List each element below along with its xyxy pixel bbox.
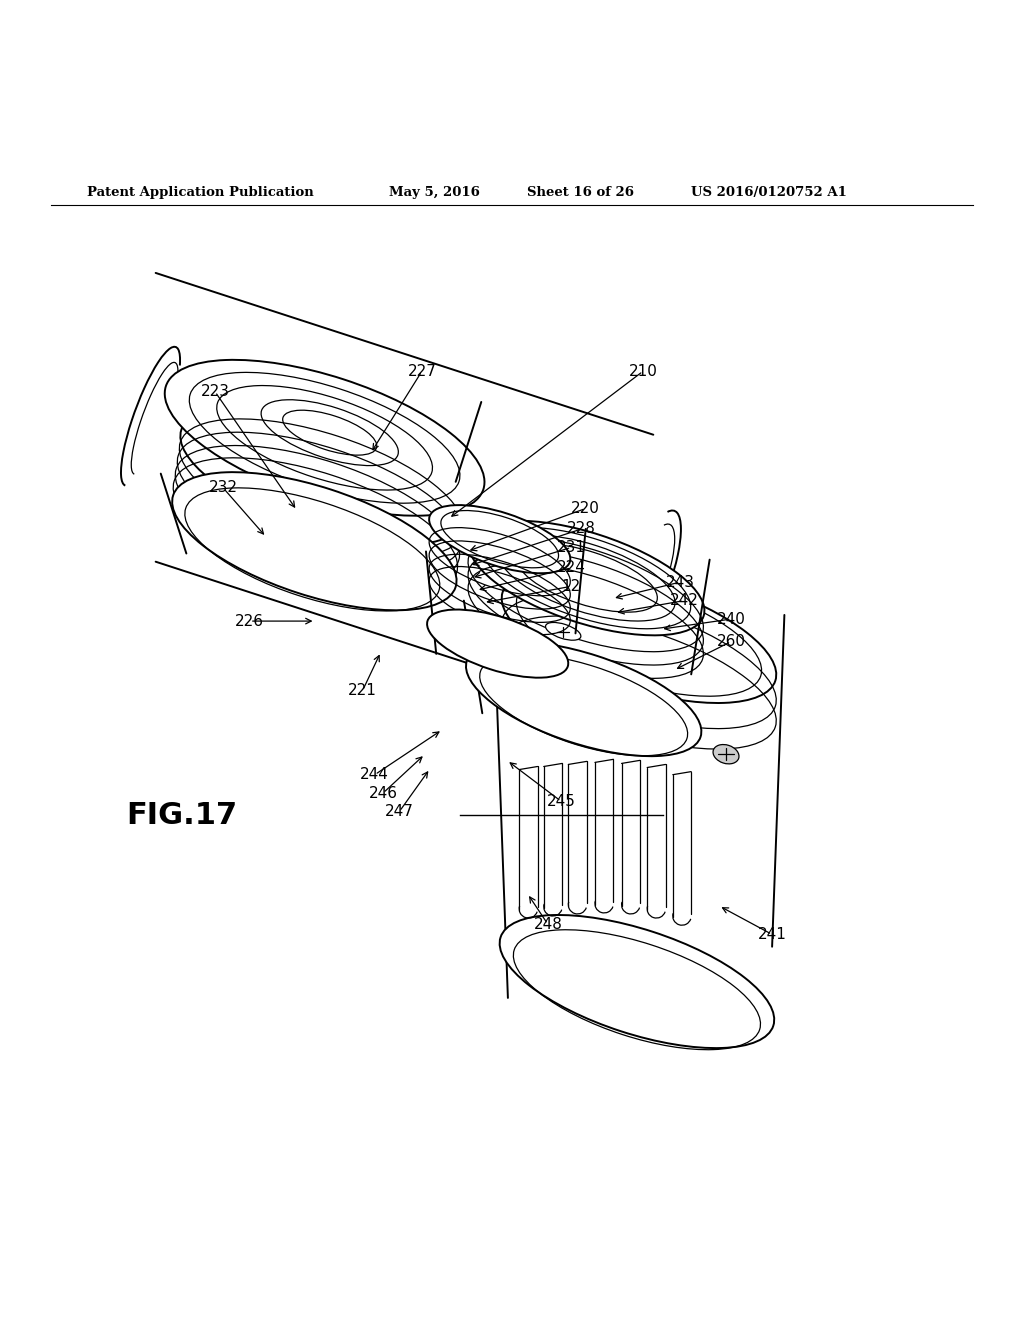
Ellipse shape — [172, 473, 457, 610]
Ellipse shape — [429, 506, 570, 573]
Ellipse shape — [180, 407, 465, 545]
Ellipse shape — [500, 915, 774, 1048]
Text: US 2016/0120752 A1: US 2016/0120752 A1 — [691, 186, 847, 198]
Text: 232: 232 — [209, 480, 238, 495]
Ellipse shape — [469, 521, 705, 635]
Ellipse shape — [466, 642, 701, 756]
Text: 242: 242 — [670, 593, 698, 609]
Text: Sheet 16 of 26: Sheet 16 of 26 — [527, 186, 634, 198]
Text: 241: 241 — [758, 927, 786, 942]
Text: 231: 231 — [557, 540, 586, 554]
Ellipse shape — [427, 610, 568, 677]
Ellipse shape — [502, 570, 776, 704]
Text: 243: 243 — [666, 574, 694, 590]
Text: 227: 227 — [408, 364, 436, 379]
Text: 260: 260 — [717, 634, 745, 649]
Text: 248: 248 — [534, 916, 562, 932]
Text: 247: 247 — [385, 804, 414, 818]
Text: May 5, 2016: May 5, 2016 — [389, 186, 480, 198]
Text: 220: 220 — [571, 502, 600, 516]
Text: 240: 240 — [717, 611, 745, 627]
Text: 223: 223 — [201, 384, 229, 399]
Ellipse shape — [165, 360, 484, 516]
Text: 12: 12 — [562, 578, 581, 594]
Text: 244: 244 — [360, 767, 389, 783]
Text: 245: 245 — [547, 793, 575, 809]
Text: FIG.17: FIG.17 — [127, 801, 238, 830]
Text: 210: 210 — [629, 364, 657, 379]
Ellipse shape — [713, 744, 739, 764]
Text: 228: 228 — [567, 521, 596, 536]
Text: 224: 224 — [557, 560, 586, 576]
Text: 221: 221 — [348, 684, 377, 698]
Text: 246: 246 — [369, 785, 397, 801]
Text: Patent Application Publication: Patent Application Publication — [87, 186, 313, 198]
Ellipse shape — [546, 623, 581, 640]
Text: 226: 226 — [236, 614, 264, 628]
